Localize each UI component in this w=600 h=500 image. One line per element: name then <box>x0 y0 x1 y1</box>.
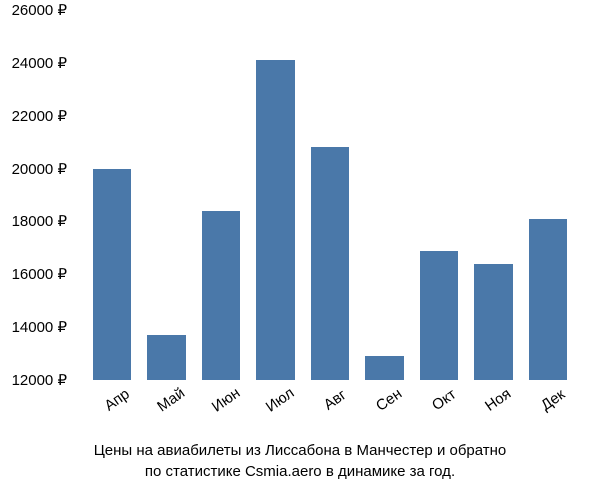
bar <box>93 169 131 380</box>
y-tick-label: 26000 ₽ <box>12 1 67 19</box>
x-tick-label: Июн <box>205 382 265 445</box>
bar <box>529 219 567 380</box>
x-axis-labels: АпрМайИюнИюлАвгСенОктНояДек <box>80 385 580 435</box>
x-tick-label: Ноя <box>478 382 538 445</box>
y-tick-label: 14000 ₽ <box>12 318 67 336</box>
y-tick-label: 16000 ₽ <box>12 265 67 283</box>
bar <box>202 211 240 380</box>
bar <box>256 60 294 380</box>
bars-group <box>80 10 580 380</box>
bar <box>147 335 185 380</box>
bar-chart <box>80 10 580 380</box>
y-tick-label: 20000 ₽ <box>12 160 67 178</box>
caption-line-2: по статистике Csmia.aero в динамике за г… <box>145 463 455 480</box>
x-tick-label: Май <box>151 382 211 445</box>
y-tick-label: 22000 ₽ <box>12 107 67 125</box>
chart-caption: Цены на авиабилеты из Лиссабона в Манчес… <box>0 440 600 482</box>
plot-area <box>80 10 580 380</box>
bar <box>420 251 458 381</box>
x-tick-label: Авг <box>314 382 374 445</box>
caption-line-1: Цены на авиабилеты из Лиссабона в Манчес… <box>94 442 507 459</box>
bar <box>311 147 349 380</box>
bar <box>365 356 403 380</box>
y-tick-label: 18000 ₽ <box>12 212 67 230</box>
x-tick-label: Окт <box>423 382 483 445</box>
x-tick-label: Сен <box>369 382 429 445</box>
x-tick-label: Апр <box>96 382 156 445</box>
y-tick-label: 24000 ₽ <box>12 54 67 72</box>
x-tick-label: Дек <box>532 382 592 445</box>
y-axis-labels: 12000 ₽14000 ₽16000 ₽18000 ₽20000 ₽22000… <box>0 10 75 380</box>
y-tick-label: 12000 ₽ <box>12 371 67 389</box>
bar <box>474 264 512 380</box>
x-tick-label: Июл <box>260 382 320 445</box>
